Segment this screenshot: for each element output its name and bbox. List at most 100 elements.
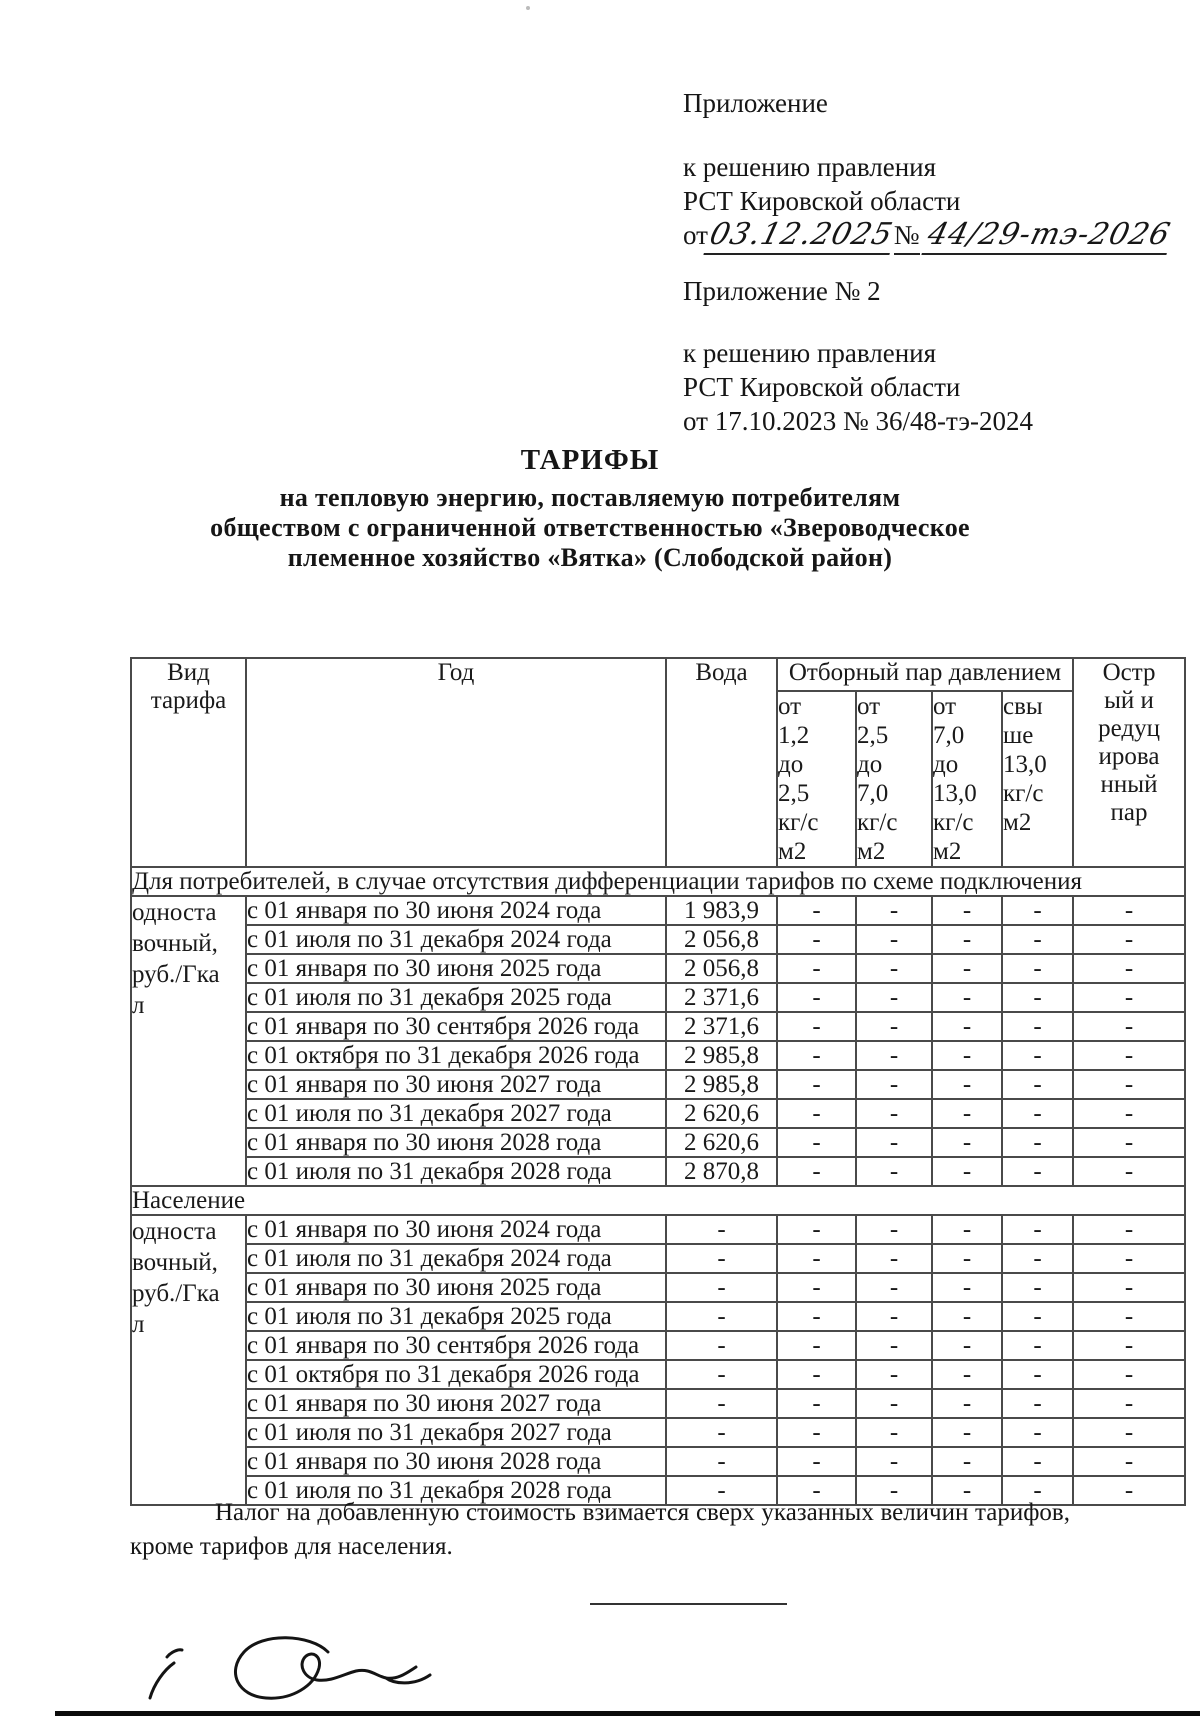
value-cell: - [1072,1330,1187,1361]
value-cell: - [1072,1040,1187,1071]
value-cell: - [1000,1272,1075,1303]
value-cell: - [776,1243,857,1274]
table-row: односта вочный, руб./Гка л с 01 января п… [130,1214,1187,1506]
value-cell: - [931,1359,1003,1390]
table-row: с 01 января по 30 июня 2025 года - - - -… [131,1272,1187,1303]
col-header-tariff-type: Вид тарифа [130,657,247,868]
table-row: с 01 октября по 31 декабря 2026 года 2 9… [131,1040,1187,1071]
decision-ref-line: к решению правления [683,338,937,368]
value-cell: - [931,1475,1003,1506]
value-cell: - [855,1243,933,1274]
period-cell: с 01 января по 30 июня 2024 года [245,1214,667,1245]
title-line: обществом с ограниченной ответственность… [210,513,970,542]
value-cell: - [931,953,1003,984]
period-cell: с 01 июля по 31 декабря 2027 года [245,1417,667,1448]
water-value-cell: - [665,1388,778,1419]
table-row: с 01 января по 30 сентября 2026 года 2 3… [131,1011,1187,1042]
handwritten-number: 44/29-тэ-2026 [921,217,1177,255]
period-cell: с 01 июля по 31 декабря 2025 года [245,1301,667,1332]
decision-date-line: от03.12.2025№ 44/29-тэ-2026 [683,217,1177,255]
value-cell: - [1072,1127,1187,1158]
value-cell: - [776,1040,857,1071]
water-value-cell: - [665,1417,778,1448]
section-band-row: Для потребителей, в случае отсутствия ди… [129,866,1187,897]
col-header-steam-3: от 7,0 до 13,0 кг/с м2 [931,690,1003,868]
table-row: с 01 января по 30 июня 2025 года 2 056,8… [131,953,1187,984]
value-cell: - [1000,1040,1075,1071]
col-header-year: Год [245,657,667,868]
section-band-consumers: Для потребителей, в случае отсутствия ди… [129,866,1187,897]
signature-mark [148,1648,184,1700]
value-cell: - [1000,1446,1075,1477]
value-cell: - [931,1301,1003,1332]
value-cell: - [855,895,933,926]
value-cell: - [931,1127,1003,1158]
tariff-table: Вид тарифа Год Вода Отборный пар давлени… [129,657,1187,1506]
water-value-cell: 2 985,8 [665,1069,778,1100]
col-header-steam-group: Отборный пар давлением [775,657,1075,692]
value-cell: - [1072,953,1187,984]
vat-note: Налог на добавленную стоимость взимается… [130,1499,1070,1560]
value-cell: - [776,1069,857,1100]
table-row: с 01 января по 30 июня 2027 года - - - -… [131,1388,1187,1419]
value-cell: - [1000,1156,1075,1187]
number-sign: № [893,218,920,255]
signature-flourish [234,1636,432,1700]
value-cell: - [1072,1214,1187,1245]
title-line: ТАРИФЫ [520,444,660,476]
value-cell: - [1000,1417,1075,1448]
water-value-cell: - [665,1330,778,1361]
title-line: на тепловую энергию, поставляемую потреб… [279,483,901,512]
value-cell: - [776,924,857,955]
value-cell: - [776,1446,857,1477]
water-value-cell: 2 870,8 [665,1156,778,1187]
period-cell: с 01 июля по 31 декабря 2028 года [245,1156,667,1187]
value-cell: - [931,1069,1003,1100]
value-cell: - [855,953,933,984]
value-cell: - [776,1214,857,1245]
value-cell: - [776,1272,857,1303]
col-header-steam-1: от 1,2 до 2,5 кг/с м2 [776,690,857,868]
water-value-cell: - [665,1359,778,1390]
value-cell: - [1000,982,1075,1013]
water-value-cell: 2 620,6 [665,1098,778,1129]
value-cell: - [855,982,933,1013]
value-cell: - [1072,1359,1187,1390]
water-value-cell: - [665,1272,778,1303]
value-cell: - [931,1330,1003,1361]
value-cell: - [931,1040,1003,1071]
table-row: с 01 января по 30 июня 2027 года 2 985,8… [131,1069,1187,1100]
value-cell: - [1072,1388,1187,1419]
tariff-type-cell: односта вочный, руб./Гка л [130,1214,247,1506]
water-value-cell: - [665,1475,778,1506]
col-header-sharp-steam: Остр ый и редуц ирова нный пар [1072,657,1187,868]
value-cell: - [1072,1446,1187,1477]
value-cell: - [1000,1011,1075,1042]
value-cell: - [931,1417,1003,1448]
decision-ref-line: от 17.10.2023 № 36/48-тэ-2024 [683,406,1033,436]
value-cell: - [1072,1301,1187,1332]
document-title: ТАРИФЫ на тепловую энергию, поставляемую… [0,444,1180,573]
value-cell: - [855,1272,933,1303]
value-cell: - [855,1214,933,1245]
value-cell: - [1072,924,1187,955]
value-cell: - [855,1069,933,1100]
value-cell: - [1000,1388,1075,1419]
value-cell: - [1000,1127,1075,1158]
value-cell: - [1000,1243,1075,1274]
table-row: с 01 июля по 31 декабря 2024 года 2 056,… [131,924,1187,955]
period-cell: с 01 июля по 31 декабря 2028 года [245,1475,667,1506]
value-cell: - [1072,1011,1187,1042]
value-cell: - [776,1330,857,1361]
value-cell: - [776,1156,857,1187]
value-cell: - [855,1388,933,1419]
water-value-cell: 2 985,8 [665,1040,778,1071]
value-cell: - [776,1127,857,1158]
value-cell: - [776,1359,857,1390]
value-cell: - [855,1359,933,1390]
table-subheader-row: от 1,2 до 2,5 кг/с м2 от 2,5 до 7,0 кг/с… [131,690,1185,868]
table-row: с 01 июля по 31 декабря 2025 года 2 371,… [131,982,1187,1013]
water-value-cell: - [665,1301,778,1332]
signature [148,1636,432,1700]
